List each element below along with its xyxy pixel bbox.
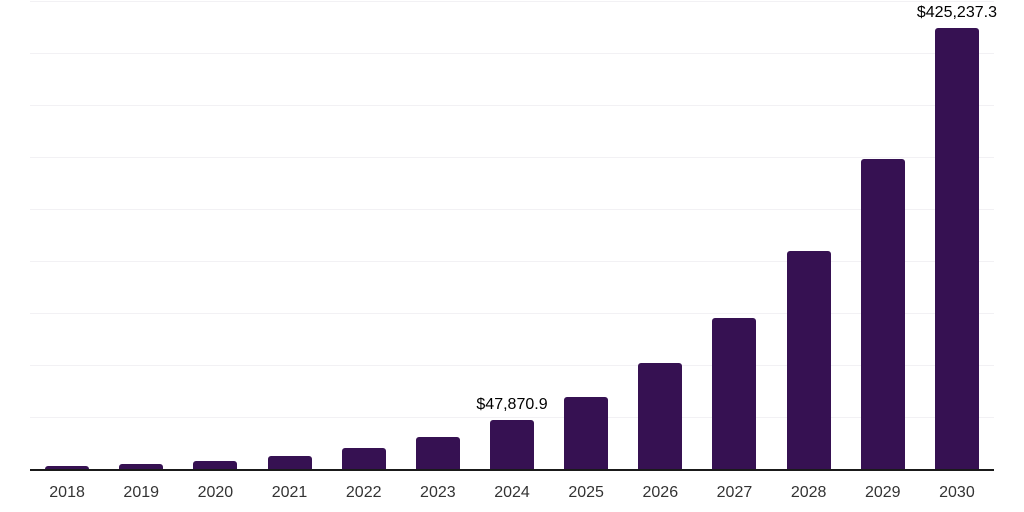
bar-2025 bbox=[564, 397, 609, 470]
bar-2024 bbox=[490, 420, 534, 470]
x-tick-2029: 2029 bbox=[864, 484, 901, 501]
bar-2028 bbox=[786, 250, 831, 470]
x-tick-2028: 2028 bbox=[790, 484, 827, 501]
x-tick-2025: 2025 bbox=[568, 484, 604, 501]
x-tick-2021: 2021 bbox=[271, 484, 308, 501]
gridline bbox=[30, 53, 994, 54]
bar-2021 bbox=[267, 455, 312, 470]
plot-area: $47,870.9 $425,237.3 bbox=[30, 0, 997, 470]
gridline bbox=[30, 365, 994, 366]
bar-2026 bbox=[638, 362, 683, 470]
x-tick-2019: 2019 bbox=[123, 484, 160, 501]
bar-2020 bbox=[193, 460, 238, 470]
x-tick-2018: 2018 bbox=[49, 484, 85, 501]
bar-2019 bbox=[119, 463, 164, 470]
gridline bbox=[30, 313, 994, 314]
gridline bbox=[30, 209, 994, 210]
gridline bbox=[30, 1, 994, 2]
x-tick-2030: 2030 bbox=[939, 484, 975, 501]
x-tick-2020: 2020 bbox=[197, 484, 234, 501]
gridline bbox=[30, 105, 994, 106]
gridline bbox=[30, 157, 994, 158]
gridline bbox=[30, 261, 994, 262]
x-tick-2026: 2026 bbox=[642, 484, 679, 501]
x-axis: 2018 2019 2020 2021 2022 2023 2024 2025 2026 2027… bbox=[30, 471, 994, 512]
x-tick-2023: 2023 bbox=[420, 484, 456, 501]
x-tick-2022: 2022 bbox=[345, 484, 382, 501]
bar-2027 bbox=[712, 317, 757, 470]
x-tick-2024: 2024 bbox=[494, 484, 530, 501]
x-tick-2027: 2027 bbox=[716, 484, 753, 501]
data-label-2024: $47,870.9 bbox=[476, 396, 548, 414]
x-axis-line bbox=[30, 469, 994, 471]
bar-2030 bbox=[934, 27, 979, 470]
gridline bbox=[30, 417, 994, 418]
bar-2022 bbox=[341, 448, 386, 470]
bar-2018 bbox=[45, 466, 90, 470]
bar-2023 bbox=[415, 436, 460, 470]
data-label-2030: $425,237.3 bbox=[916, 3, 997, 21]
bar-2029 bbox=[860, 159, 905, 470]
